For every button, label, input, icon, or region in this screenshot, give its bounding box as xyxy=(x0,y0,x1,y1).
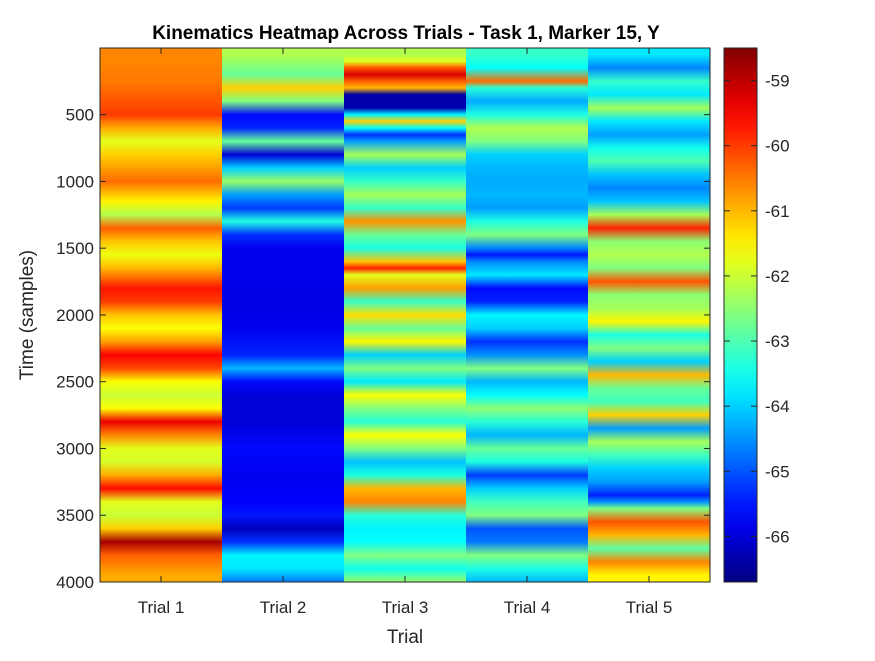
y-tick-label: 1000 xyxy=(56,172,94,191)
y-tick-label: 4000 xyxy=(56,573,94,592)
y-tick-label: 3000 xyxy=(56,439,94,458)
colorbar-tick-label: -66 xyxy=(765,527,790,546)
x-tick-label: Trial 1 xyxy=(138,598,185,617)
x-tick-label: Trial 3 xyxy=(382,598,429,617)
colorbar-scale xyxy=(723,47,758,583)
heatmap-column-trial-2 xyxy=(222,48,345,582)
heatmap-column-trial-5 xyxy=(588,48,711,582)
x-tick-label: Trial 5 xyxy=(626,598,673,617)
y-axis-label: Time (samples) xyxy=(17,250,38,380)
colorbar: -59 -60 -61 -62 -63 -64 -65 -66 xyxy=(723,47,790,583)
y-tick-label: 500 xyxy=(66,106,94,125)
y-tick-label: 1500 xyxy=(56,239,94,258)
colorbar-tick-label: -59 xyxy=(765,72,790,91)
x-axis: Trial 1 Trial 2 Trial 3 Trial 4 Trial 5 xyxy=(138,48,673,617)
y-axis: 500 1000 1500 2000 2500 3000 3500 4000 xyxy=(56,106,710,592)
x-tick-label: Trial 4 xyxy=(504,598,551,617)
chart-title: Kinematics Heatmap Across Trials - Task … xyxy=(152,23,660,44)
y-tick-label: 3500 xyxy=(56,506,94,525)
colorbar-tick-label: -64 xyxy=(765,397,790,416)
heatmap-column-trial-3 xyxy=(344,48,467,582)
colorbar-tick-label: -60 xyxy=(765,137,790,156)
heatmap-column-trial-1 xyxy=(100,48,223,582)
x-tick-label: Trial 2 xyxy=(260,598,307,617)
y-tick-label: 2500 xyxy=(56,373,94,392)
colorbar-tick-label: -61 xyxy=(765,202,790,221)
plot-area xyxy=(100,48,711,582)
y-tick-label: 2000 xyxy=(56,306,94,325)
colorbar-tick-label: -65 xyxy=(765,462,790,481)
colorbar-tick-label: -62 xyxy=(765,267,790,286)
heatmap-column-trial-4 xyxy=(466,48,589,582)
colorbar-tick-label: -63 xyxy=(765,332,790,351)
x-axis-label: Trial xyxy=(387,627,423,648)
